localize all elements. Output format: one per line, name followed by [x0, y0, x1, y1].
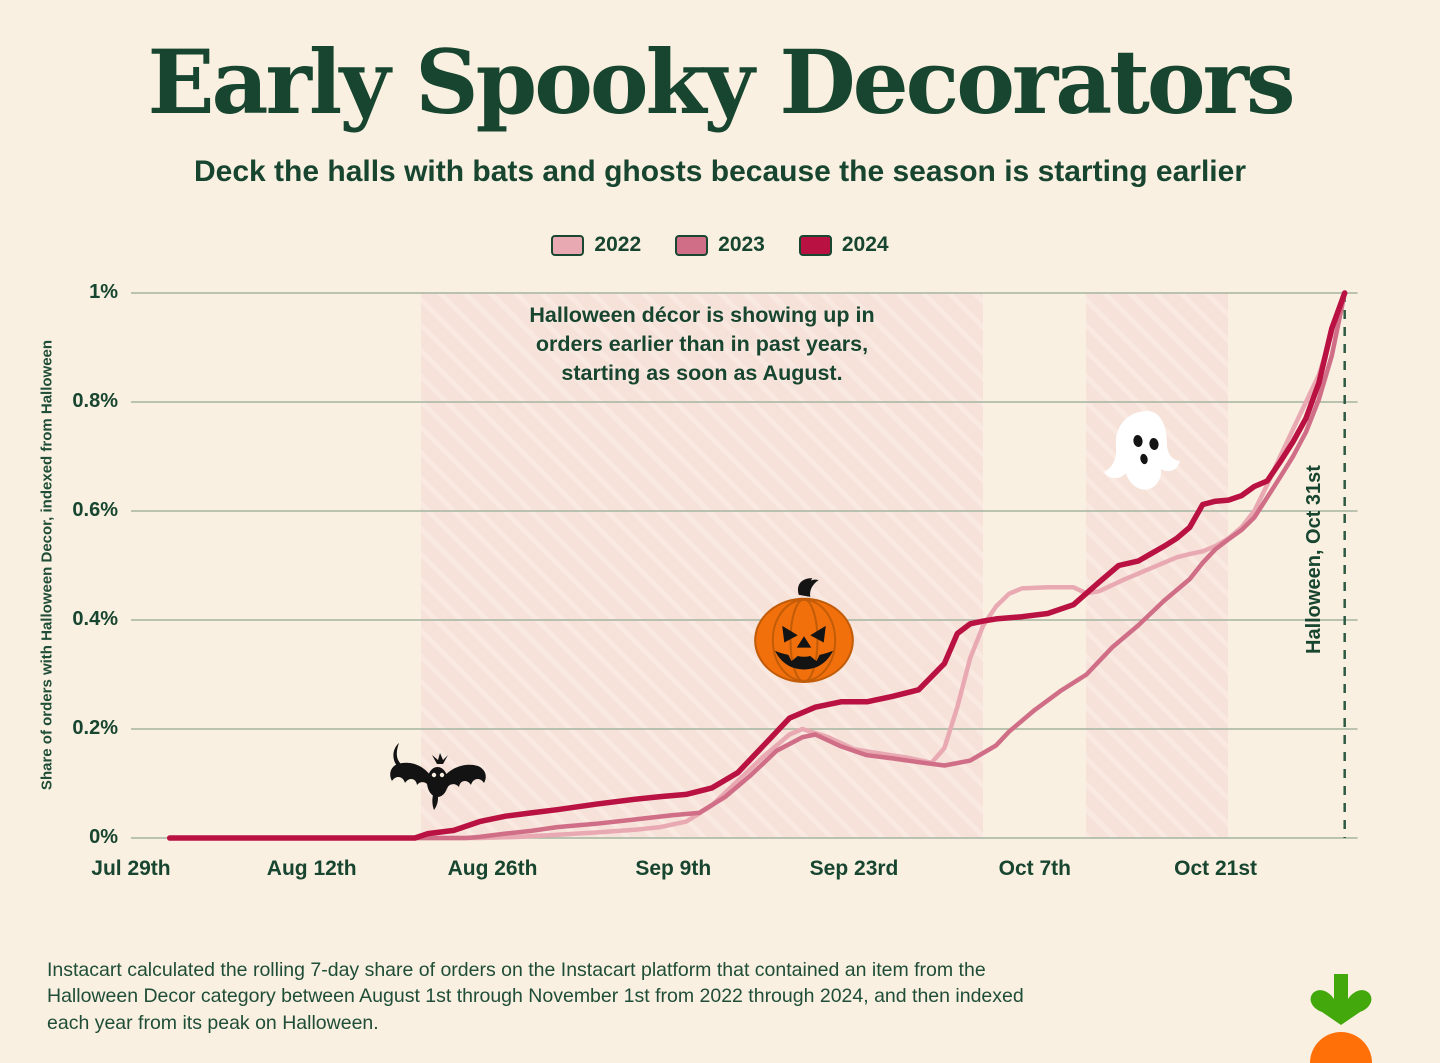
- x-tick-label: Oct 7th: [998, 857, 1071, 880]
- y-tick-label: 0.6%: [72, 499, 118, 521]
- x-tick-label: Sep 23rd: [809, 857, 899, 880]
- chart-annotation: Halloween décor is showing up in orders …: [529, 303, 875, 386]
- x-tick-label: Aug 12th: [266, 857, 357, 880]
- x-tick-label: Sep 9th: [635, 857, 712, 880]
- y-tick-label: 0%: [89, 826, 118, 848]
- legend-swatch-2024: [798, 234, 832, 256]
- legend-label: 2024: [841, 233, 889, 256]
- page-title: Early Spooky Decorators: [147, 30, 1295, 134]
- legend-item-2023: 2023: [675, 233, 765, 257]
- series-line-2023: [167, 290, 1347, 841]
- ghost-icon: [1104, 410, 1180, 490]
- legend-label: 2022: [594, 233, 642, 256]
- legend-item-2024: 2024: [798, 233, 889, 257]
- x-tick-label: Jul 29th: [91, 857, 171, 880]
- y-tick-label: 0.2%: [72, 717, 118, 739]
- y-tick-label: 0.8%: [72, 390, 118, 412]
- bat-icon: [390, 743, 486, 810]
- legend: 2022 2023 2024: [0, 233, 1440, 257]
- halloween-date-label: Halloween, Oct 31st: [1303, 465, 1325, 654]
- x-tick-label: Aug 26th: [447, 857, 538, 880]
- legend-label: 2023: [718, 233, 765, 256]
- legend-swatch-2023: [675, 234, 709, 256]
- subtitle: Deck the halls with bats and ghosts beca…: [193, 155, 1246, 188]
- y-tick-label: 0.4%: [72, 608, 118, 630]
- footnote: Instacart calculated the rolling 7-day s…: [47, 959, 1024, 1034]
- pumpkin-icon: [754, 578, 854, 683]
- legend-swatch-2022: [551, 234, 585, 256]
- shaded-region: [421, 293, 984, 838]
- y-tick-label: 1%: [89, 281, 118, 303]
- legend-item-2022: 2022: [551, 233, 641, 257]
- series-line-2024: [166, 290, 1348, 841]
- x-tick-label: Oct 21st: [1174, 857, 1257, 880]
- instacart-carrot-logo: [1310, 974, 1372, 1063]
